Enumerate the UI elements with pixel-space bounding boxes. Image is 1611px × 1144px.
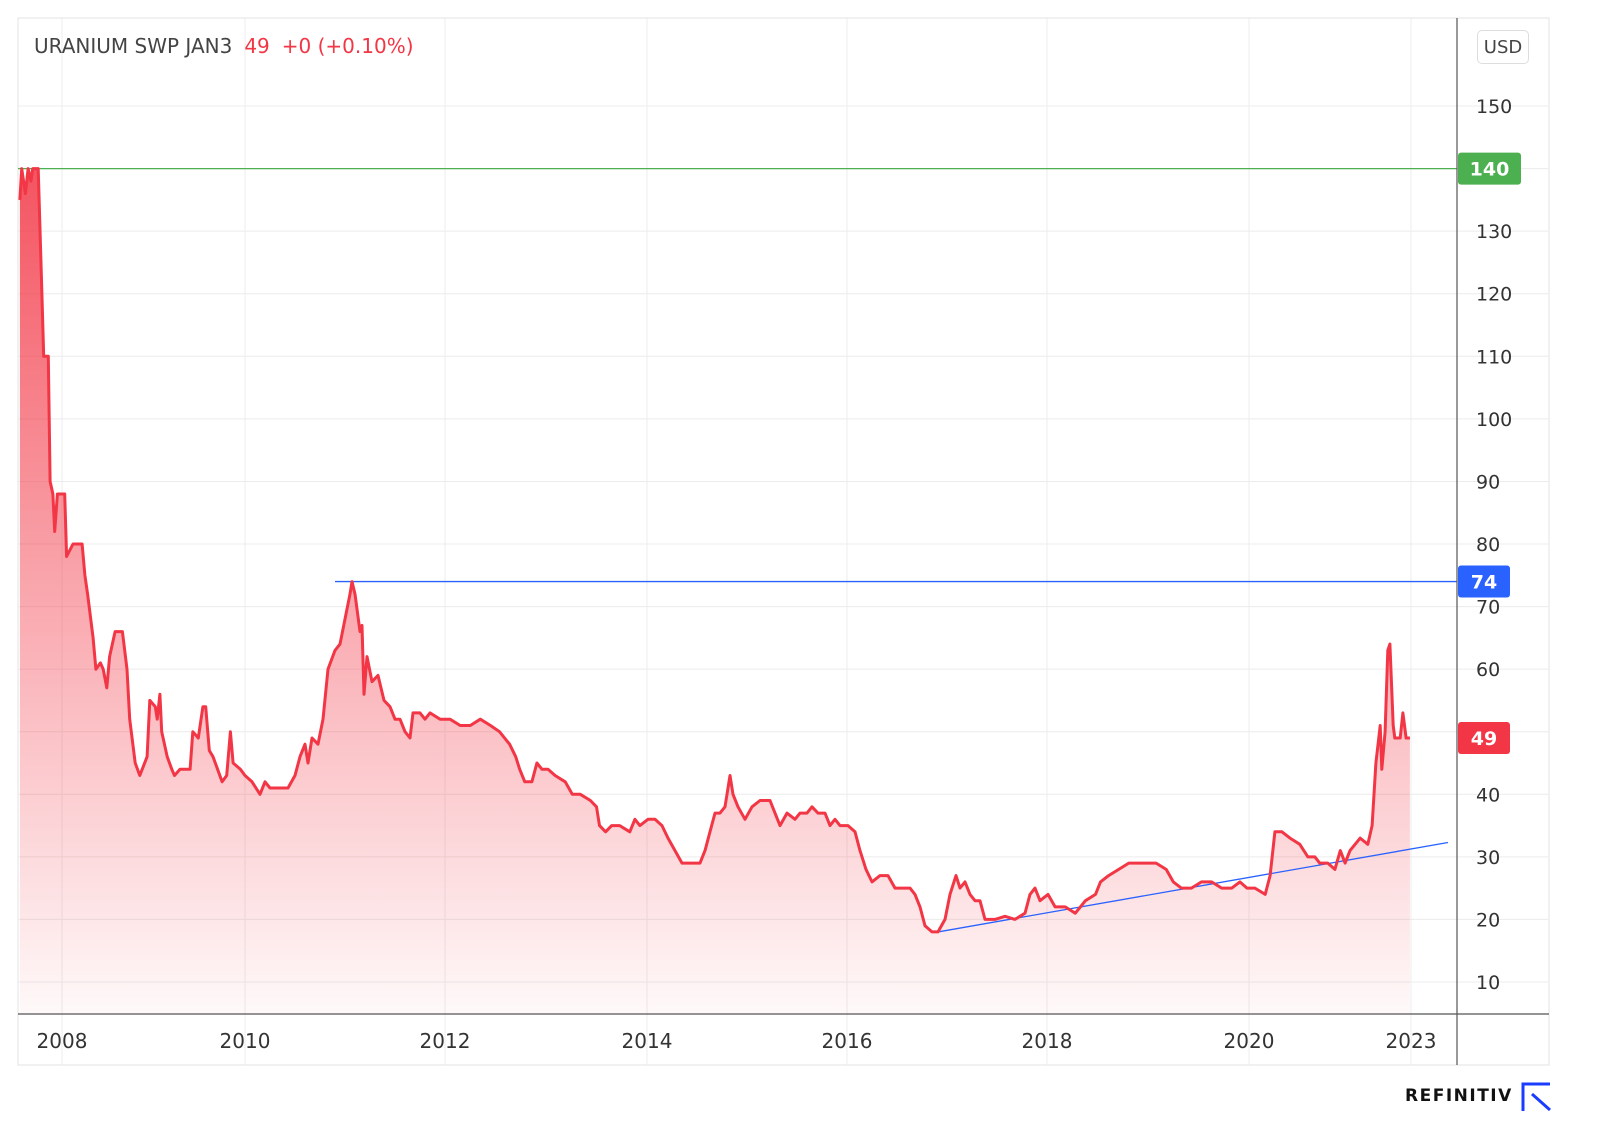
price-badge-label: 49 bbox=[1471, 728, 1497, 750]
price-axis[interactable]: 10 20 30 40 60 70 80 90 100 110 120 130 150 bbox=[1476, 96, 1512, 994]
y-tick-label: 70 bbox=[1476, 597, 1500, 619]
price-badge-label: 74 bbox=[1471, 572, 1497, 594]
y-tick-label: 120 bbox=[1476, 284, 1512, 306]
refinitiv-logo-icon bbox=[1521, 1082, 1551, 1112]
last-price: 49 bbox=[244, 34, 270, 58]
x-tick-label: 2008 bbox=[37, 1029, 88, 1053]
y-tick-label: 100 bbox=[1476, 409, 1512, 431]
y-tick-label: 90 bbox=[1476, 471, 1500, 493]
y-tick-label: 20 bbox=[1476, 909, 1500, 931]
currency-button[interactable]: USD bbox=[1477, 30, 1529, 64]
symbol-legend: URANIUM SWP JAN3 49 +0 (+0.10%) bbox=[34, 34, 414, 58]
brand-logo: REFINITIV bbox=[1405, 1086, 1513, 1106]
x-tick-label: 2010 bbox=[220, 1029, 271, 1053]
y-tick-label: 110 bbox=[1476, 346, 1512, 368]
y-tick-label: 150 bbox=[1476, 96, 1512, 118]
y-tick-label: 60 bbox=[1476, 659, 1500, 681]
x-tick-label: 2018 bbox=[1022, 1029, 1073, 1053]
price-badge-label: 140 bbox=[1470, 159, 1510, 181]
price-badge-74 bbox=[1458, 565, 1510, 598]
time-axis[interactable]: 2008 2010 2012 2014 2016 2018 2020 2023 bbox=[37, 1029, 1437, 1053]
price-badge-49 bbox=[1458, 721, 1510, 754]
price-badges: 140 74 49 bbox=[1458, 152, 1521, 754]
y-tick-label: 30 bbox=[1476, 847, 1500, 869]
price-line bbox=[18, 167, 1410, 934]
y-tick-label: 80 bbox=[1476, 534, 1500, 556]
price-badge-140 bbox=[1458, 152, 1521, 185]
symbol-name: URANIUM SWP JAN3 bbox=[34, 34, 233, 58]
price-area-fill bbox=[19, 168, 1410, 1015]
y-tick-label: 40 bbox=[1476, 784, 1500, 806]
x-tick-label: 2014 bbox=[622, 1029, 673, 1053]
y-tick-label: 130 bbox=[1476, 221, 1512, 243]
x-tick-label: 2023 bbox=[1386, 1029, 1437, 1053]
y-tick-label: 10 bbox=[1476, 972, 1500, 994]
x-tick-label: 2012 bbox=[420, 1029, 471, 1053]
price-change: +0 (+0.10%) bbox=[281, 34, 414, 58]
x-tick-label: 2020 bbox=[1224, 1029, 1275, 1053]
x-tick-label: 2016 bbox=[822, 1029, 873, 1053]
